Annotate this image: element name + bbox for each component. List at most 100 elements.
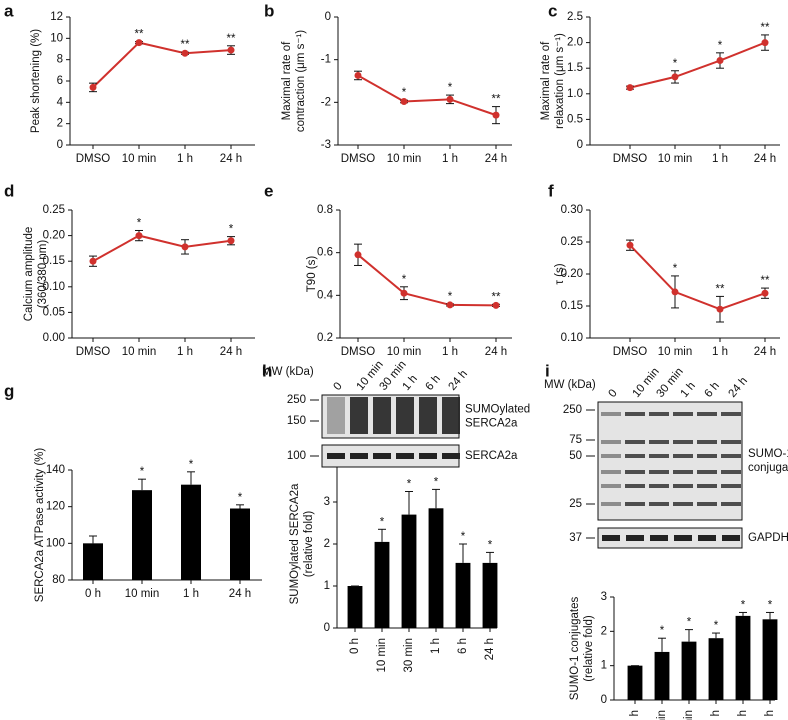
blot-band: [697, 470, 717, 474]
y-tick-label: 0.20: [43, 230, 65, 242]
blot-band: [350, 397, 368, 434]
significance: *: [434, 476, 439, 488]
blot-band: [625, 454, 645, 458]
panel-letter: b: [264, 1, 274, 20]
y-tick-label: -2: [321, 96, 331, 108]
blot-band: [674, 535, 692, 541]
significance: *: [229, 224, 234, 236]
blot-band: [419, 397, 437, 434]
blot-label: SERCA2a: [465, 418, 518, 430]
blot-band: [327, 453, 345, 459]
x-tick-label: 24 h: [764, 710, 776, 720]
y-axis-label: τ (s): [554, 263, 566, 284]
point: [446, 301, 454, 309]
y-tick-label: 0.05: [43, 306, 65, 318]
blot-band: [601, 412, 621, 416]
series-line: [92, 41, 232, 89]
x-tick-label: 10 min: [658, 153, 693, 165]
blot-band: [673, 470, 693, 474]
y-tick-label: 0.10: [43, 281, 65, 293]
y-tick-label: 2.0: [567, 37, 583, 49]
y-tick-label: 0.2: [317, 332, 333, 344]
bar: [374, 541, 390, 628]
y-tick-label: 0: [57, 139, 63, 151]
significance: *: [660, 625, 665, 637]
significance: *: [718, 40, 723, 52]
blot-band: [626, 535, 644, 541]
point: [354, 71, 362, 79]
y-axis-label: T90 (s): [306, 256, 318, 293]
bar: [654, 651, 670, 700]
significance: **: [492, 291, 501, 303]
x-tick-label: 1 h: [177, 153, 193, 165]
blot-panel: [597, 401, 743, 521]
bar: [347, 586, 363, 628]
y-axis-label: Maximal rate of: [540, 41, 552, 120]
y-tick-label: -1: [321, 54, 331, 66]
point: [89, 83, 97, 91]
y-tick-label: 0.6: [317, 247, 333, 259]
point: [227, 46, 235, 54]
blot-band: [649, 502, 669, 506]
y-axis-label: Peak shortening (%): [30, 29, 42, 133]
bar: [181, 484, 201, 580]
x-tick-label: 0 h: [349, 638, 361, 654]
y-tick-label: 0.15: [561, 300, 583, 312]
y-tick-label: 100: [46, 537, 65, 549]
blot-band: [698, 535, 716, 541]
significance: **: [761, 22, 770, 34]
y-tick-label: 0.30: [561, 204, 583, 216]
y-tick-label: 2: [57, 118, 63, 130]
y-tick-label: 80: [52, 574, 65, 586]
blot-band: [649, 454, 669, 458]
y-tick-label: 0.00: [43, 332, 65, 344]
x-tick-label: 1 h: [712, 153, 728, 165]
significance: *: [238, 492, 243, 504]
panel-letter: c: [548, 1, 557, 20]
significance: **: [492, 94, 501, 106]
point: [492, 301, 500, 309]
blot-band: [442, 397, 460, 434]
bar: [762, 619, 778, 700]
y-tick-label: 10: [50, 32, 63, 44]
lane-label: 0: [606, 387, 619, 400]
y-tick-label: 4: [57, 96, 64, 108]
x-tick-label: 10 min: [125, 588, 160, 600]
x-tick-label: 24 h: [754, 153, 776, 165]
lane-label: 6 h: [702, 380, 721, 400]
point: [354, 251, 362, 259]
blot-panel: [597, 527, 743, 549]
blot-band: [625, 502, 645, 506]
mw-marker: 37: [569, 532, 582, 544]
significance: **: [761, 275, 770, 287]
blot-band: [697, 454, 717, 458]
mw-marker: 25: [569, 498, 582, 510]
x-tick-label: 24 h: [220, 153, 242, 165]
blot-label: SUMO-1: [748, 448, 788, 460]
y-tick-label: 1.0: [567, 88, 583, 100]
blot-band: [722, 535, 740, 541]
point: [671, 73, 679, 81]
blot-label: SUMOylated: [465, 404, 530, 416]
point: [181, 49, 189, 57]
y-tick-label: 1.5: [567, 62, 583, 74]
mw-marker: 250: [563, 404, 582, 416]
bar: [627, 665, 643, 700]
x-tick-label: 10 min: [387, 346, 422, 358]
x-tick-label: 10 min: [122, 346, 157, 358]
y-axis-label: SERCA2a ATPase activity (%): [34, 448, 46, 603]
mw-marker: 100: [287, 450, 306, 462]
x-tick-label: DMSO: [341, 346, 376, 358]
lane-label: 24 h: [446, 368, 470, 393]
lane-label: 0: [331, 380, 344, 393]
x-tick-label: 1 h: [177, 346, 193, 358]
blot-band: [350, 453, 368, 459]
panel-letter: d: [4, 181, 14, 200]
x-tick-label: 0 h: [629, 710, 641, 720]
x-tick-label: 10 min: [656, 710, 668, 720]
blot-band: [601, 502, 621, 506]
significance: *: [448, 291, 453, 303]
blot-band: [650, 535, 668, 541]
panel-letter: g: [4, 381, 14, 400]
significance: *: [448, 82, 453, 94]
